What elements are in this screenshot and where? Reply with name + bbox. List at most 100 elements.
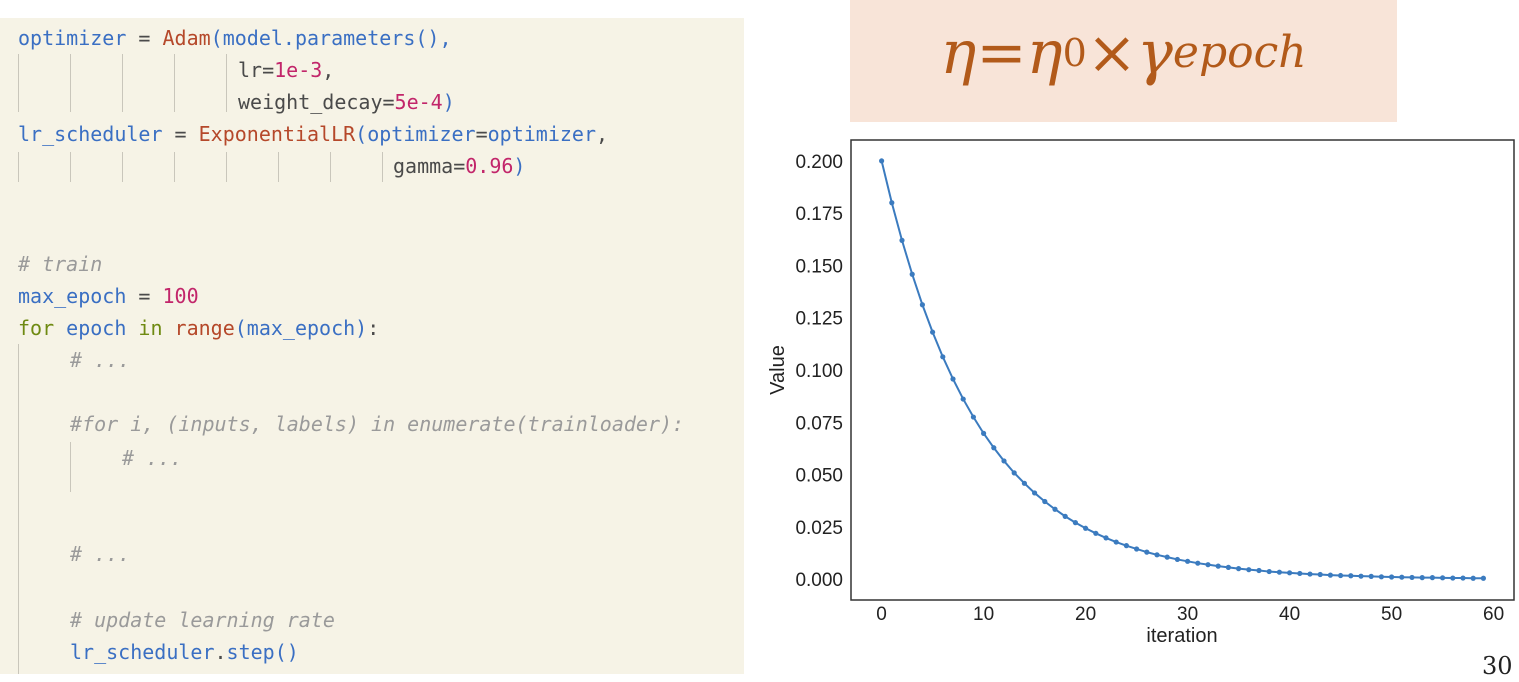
code-line: lr_scheduler = ExponentialLR(optimizer=o… [18, 118, 608, 150]
code-token: 100 [162, 284, 199, 308]
data-point [1083, 525, 1089, 531]
data-point [1103, 535, 1109, 541]
indent-guide [18, 152, 19, 182]
code-token: , [322, 58, 335, 82]
indent-guide [330, 152, 331, 182]
indent-guide [18, 344, 19, 674]
data-point [1032, 490, 1038, 496]
data-point [1317, 571, 1323, 578]
y-axis: 0.000 0.025 0.050 0.075 0.100 0.125 0.150 0.175… [795, 152, 843, 591]
indent-guide [226, 54, 227, 112]
code-line: gamma=0.96) [393, 150, 525, 182]
data-point [1185, 558, 1191, 564]
code-token: Adam [162, 26, 211, 50]
indent-guide [18, 54, 19, 112]
data-point [899, 237, 905, 243]
code-line: for epoch in range(max_epoch): [18, 312, 379, 344]
data-point [1246, 567, 1252, 573]
data-point [1338, 572, 1344, 579]
data-point [1307, 571, 1313, 577]
code-token: lr_scheduler [18, 122, 163, 146]
code-token: ) [442, 90, 455, 114]
data-point [1205, 562, 1211, 568]
data-point [1072, 520, 1078, 526]
code-line: lr=1e-3, [238, 54, 334, 86]
code-token: (optimizer [355, 122, 476, 146]
y-axis-label: Value [767, 345, 789, 395]
code-line: lr_scheduler.step() [70, 636, 299, 668]
code-token: # ... [70, 348, 131, 372]
data-point [981, 430, 987, 436]
indent-guide [70, 152, 71, 182]
data-point [1093, 530, 1099, 536]
x-tick-label: 40 [1279, 604, 1300, 625]
data-point [1297, 570, 1303, 577]
data-point [919, 302, 925, 308]
code-token: ExponentialLR [198, 122, 356, 146]
data-point [1215, 563, 1221, 569]
code-token: # train [18, 252, 103, 276]
code-line: #for i, (inputs, labels) in enumerate(tr… [70, 408, 684, 440]
data-point [1225, 564, 1231, 570]
code-line: # update learning rate [70, 604, 335, 636]
data-point [1429, 575, 1435, 581]
slide-number: 30 [1482, 652, 1513, 680]
data-point [960, 396, 966, 402]
data-point [1154, 552, 1160, 558]
code-token: optimizer [487, 122, 597, 146]
code-token: step() [226, 640, 299, 664]
code-token: lr= [238, 58, 275, 82]
code-token: = [475, 122, 488, 146]
data-point [1450, 575, 1456, 581]
code-line: # ... [70, 538, 130, 570]
formula-exponent: epoch [1172, 27, 1307, 78]
code-token: 0.96 [465, 154, 514, 178]
data-point [1042, 498, 1048, 505]
data-point [889, 200, 895, 206]
data-point [1164, 554, 1170, 560]
data-point [1470, 575, 1476, 581]
data-point [1011, 470, 1017, 476]
code-token: ) [513, 154, 526, 178]
code-token: epoch [54, 316, 139, 340]
y-tick-label: 0.075 [795, 413, 843, 434]
indent-guide [226, 152, 227, 182]
y-tick-label: 0.150 [795, 256, 843, 277]
code-token: #for i, (inputs, labels) in enumerate(tr… [70, 412, 685, 436]
code-line: max_epoch = 100 [18, 280, 199, 312]
code-line: # train [18, 248, 102, 280]
data-point [1460, 575, 1466, 581]
formula-subscript: 0 [1062, 30, 1087, 75]
x-tick-label: 0 [876, 604, 887, 625]
data-point [1399, 574, 1405, 580]
code-token: : [367, 316, 380, 340]
x-axis-label: iteration [1146, 625, 1217, 647]
data-point [1419, 575, 1425, 581]
y-tick-label: 0.200 [795, 152, 843, 173]
data-point [991, 445, 997, 451]
data-point [1236, 566, 1242, 572]
data-point [1266, 568, 1272, 575]
data-point [940, 354, 946, 360]
data-point [1021, 480, 1027, 486]
code-line: optimizer = Adam(model.parameters(), [18, 22, 452, 54]
x-axis: 0 10 20 30 40 50 60 [876, 604, 1504, 625]
data-point [1144, 549, 1150, 555]
data-point [970, 414, 976, 420]
code-token: optimizer [18, 26, 127, 50]
code-token: weight_decay= [238, 90, 395, 114]
indent-guide [70, 442, 71, 492]
y-tick-label: 0.175 [795, 204, 843, 225]
indent-guide [174, 152, 175, 182]
code-token: # ... [70, 542, 131, 566]
data-point [879, 158, 885, 164]
formula-eta0: η [1026, 17, 1063, 88]
data-point [1062, 513, 1068, 519]
code-panel: optimizer = Adam(model.parameters(), lr=… [0, 18, 744, 674]
x-tick-label: 30 [1177, 604, 1198, 625]
code-token: # ... [122, 446, 183, 470]
data-point [1276, 569, 1282, 575]
data-point [930, 329, 936, 335]
